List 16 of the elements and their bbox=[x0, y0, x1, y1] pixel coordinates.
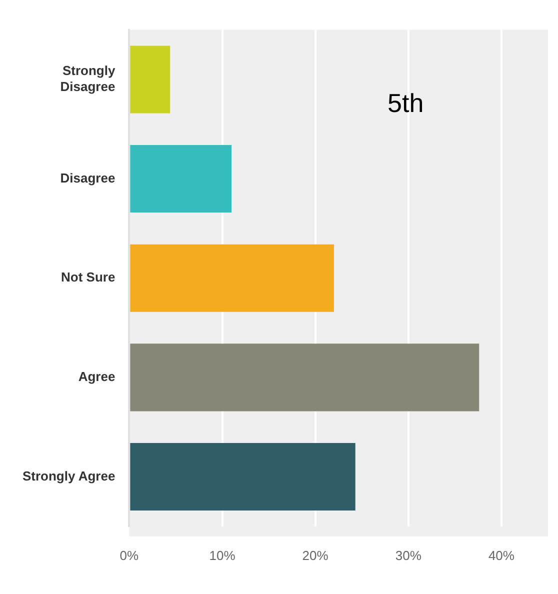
annotation: 5th bbox=[388, 88, 424, 118]
bar bbox=[130, 244, 334, 312]
bar bbox=[130, 145, 232, 213]
bar bbox=[130, 442, 356, 511]
y-tick-label: Strongly Agree bbox=[22, 468, 116, 484]
x-tick-label: 40% bbox=[488, 548, 515, 563]
x-tick-label: 10% bbox=[209, 548, 236, 563]
y-tick-label: Strongly Disagree bbox=[60, 63, 116, 94]
x-tick-label: 20% bbox=[302, 548, 329, 563]
x-tick-label: 0% bbox=[120, 548, 140, 563]
x-tick-label: 30% bbox=[395, 548, 422, 563]
y-tick-label: Agree bbox=[78, 369, 116, 384]
y-tick-label: Not Sure bbox=[61, 270, 116, 285]
y-tick-label: Disagree bbox=[60, 170, 116, 186]
bar bbox=[130, 344, 480, 412]
bar bbox=[130, 46, 170, 114]
